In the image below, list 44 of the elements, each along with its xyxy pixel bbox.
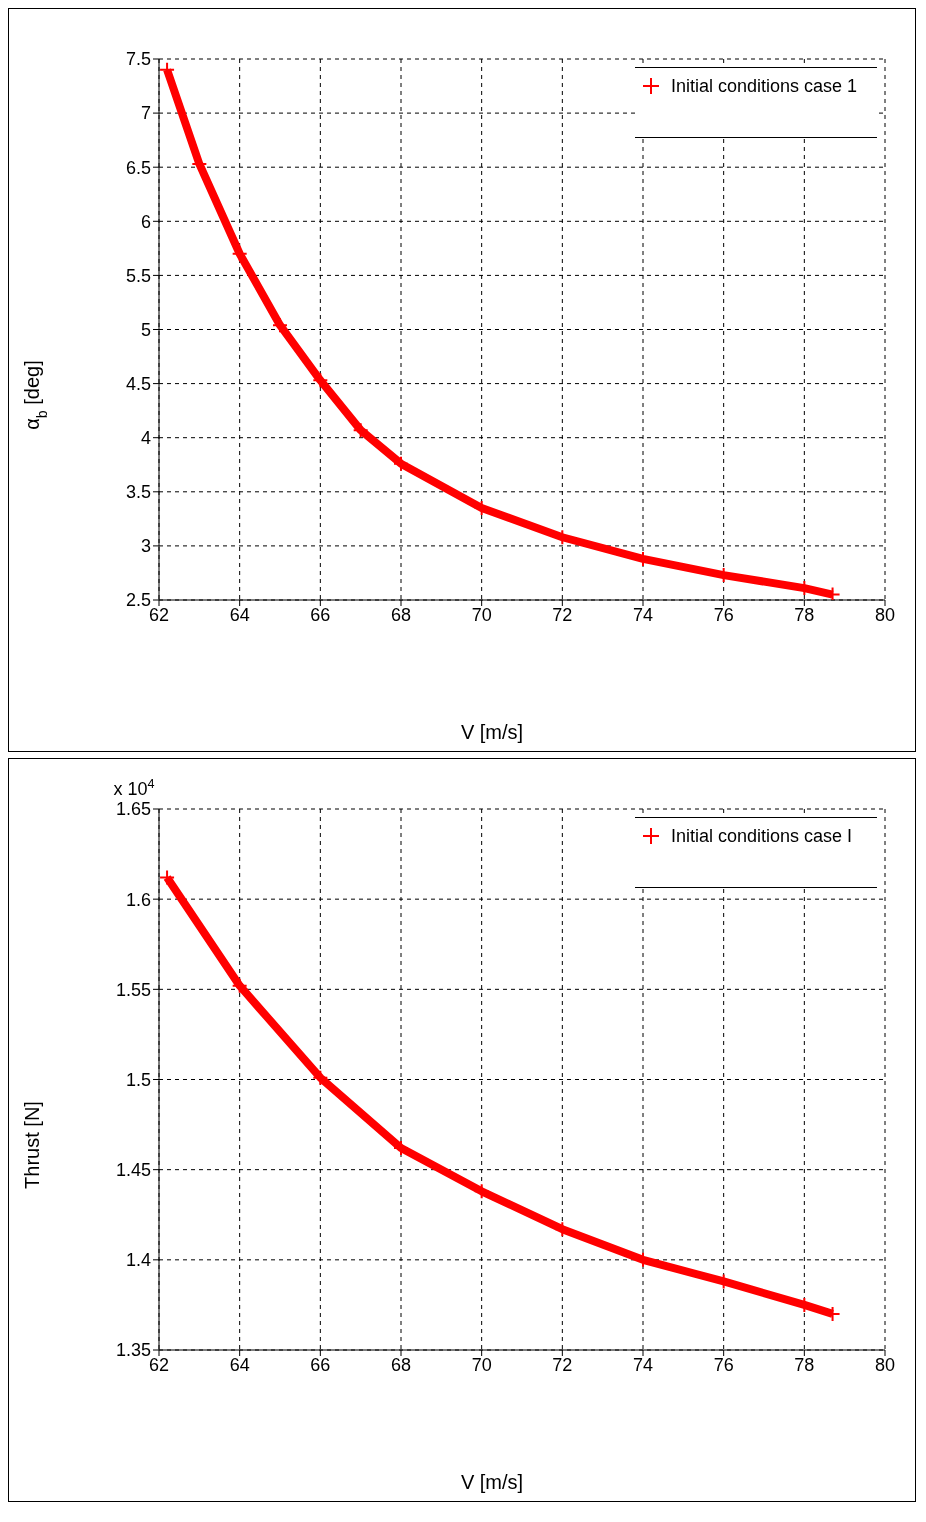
y-tick-label: 1.5: [125, 1069, 151, 1090]
y-tick-label: 6.5: [125, 157, 151, 178]
y-tick-label: 7.5: [125, 49, 151, 70]
x-tick-label: 68: [390, 1354, 412, 1375]
legend-label: Initial conditions case 1: [671, 76, 858, 97]
legend-frame: Initial conditions case 1: [635, 67, 877, 138]
x-tick-label: 66: [310, 1354, 331, 1375]
x-tick-label: 80: [874, 604, 896, 625]
x-tick-label: 64: [229, 604, 250, 625]
legend-frame: Initial conditions case I: [635, 817, 877, 888]
x-tick-label: 78: [794, 1354, 815, 1375]
x-tick-label: 80: [874, 1354, 896, 1375]
x-tick-label: 74: [632, 1354, 654, 1375]
x-tick-label: 70: [471, 1354, 492, 1375]
y-tick-label: 7: [140, 103, 151, 124]
x-tick-label: 66: [310, 604, 331, 625]
x-tick-label: 64: [229, 1354, 250, 1375]
y-tick-label: 5.5: [125, 265, 151, 286]
y-tick-label: 3.5: [125, 482, 151, 503]
y-axis-title: Thrust [N]: [21, 1101, 43, 1189]
x-tick-label: 76: [713, 604, 734, 625]
y-tick-label: 2.5: [125, 590, 151, 611]
y-tick-label: 6: [140, 211, 151, 232]
y-tick-label: 3: [140, 536, 151, 557]
y-tick-label: 1.6: [125, 889, 151, 910]
x-axis-title: V [m/s]: [460, 721, 524, 743]
y-tick-label: 4: [140, 428, 151, 449]
x-tick-label: 74: [632, 604, 654, 625]
x-tick-label: 76: [713, 1354, 734, 1375]
y-tick-label: 1.45: [115, 1160, 151, 1181]
y-tick-label: 1.55: [115, 979, 151, 1000]
x-tick-label: 72: [552, 604, 573, 625]
x-tick-label: 68: [390, 604, 412, 625]
y-tick-label: 1.65: [115, 799, 151, 820]
x-axis-title: V [m/s]: [460, 1471, 524, 1493]
y-tick-label: 4.5: [125, 373, 151, 394]
y-tick-label: 5: [140, 319, 151, 340]
legend-label: Initial conditions case I: [671, 826, 853, 847]
x-tick-label: 78: [794, 604, 815, 625]
y-tick-label: 1.4: [125, 1250, 151, 1271]
x-tick-label: 70: [471, 604, 492, 625]
text: x 10$^{4}$: [113, 777, 155, 799]
x-tick-label: 72: [552, 1354, 573, 1375]
y-tick-label: 1.35: [115, 1340, 151, 1361]
